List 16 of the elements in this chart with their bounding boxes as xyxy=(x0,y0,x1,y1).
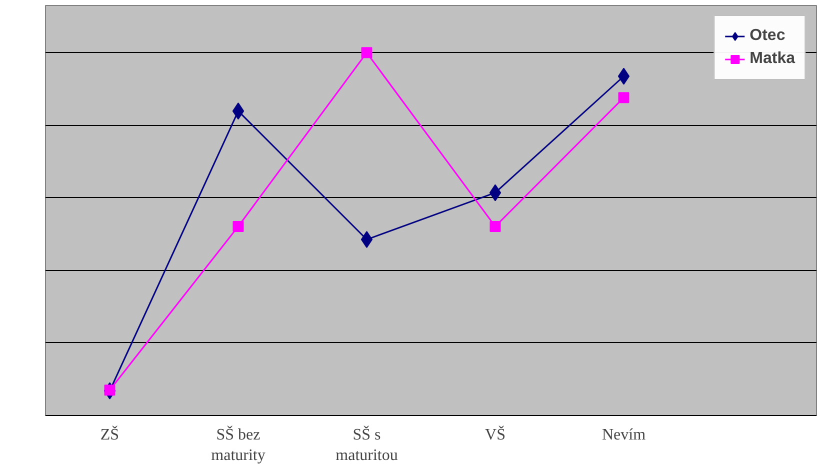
x-tick-label: ZŠ xyxy=(100,426,120,444)
point xyxy=(104,384,116,396)
point xyxy=(618,68,630,85)
legend-label: Otec xyxy=(750,27,786,45)
point xyxy=(360,231,373,248)
x-tick-label: Nevím xyxy=(602,426,646,444)
point xyxy=(232,220,244,232)
point xyxy=(490,220,501,232)
point xyxy=(232,102,244,120)
x-tick-label: SŠ bez maturity xyxy=(211,426,266,464)
point xyxy=(361,47,372,58)
legend-label: Matka xyxy=(750,50,795,68)
point xyxy=(489,184,502,202)
x-tick-label: SŠ s maturitou xyxy=(336,426,398,464)
x-tick-label: VŠ xyxy=(485,426,506,444)
point xyxy=(618,92,630,104)
